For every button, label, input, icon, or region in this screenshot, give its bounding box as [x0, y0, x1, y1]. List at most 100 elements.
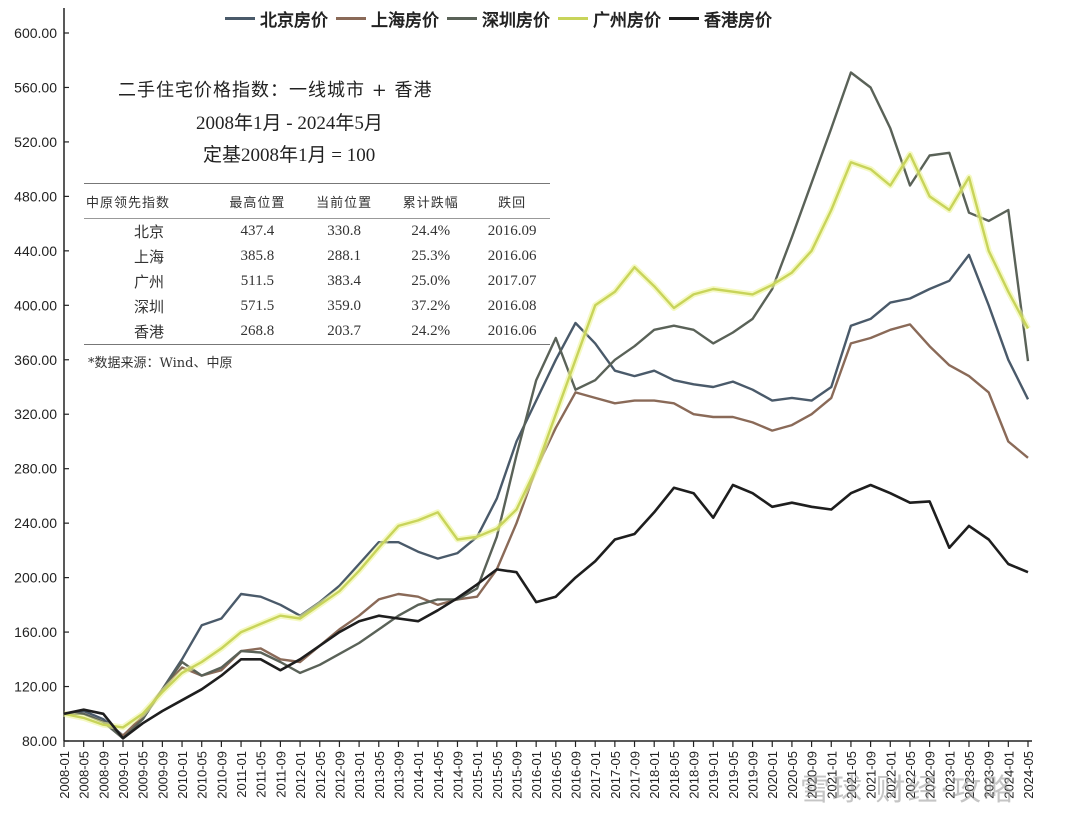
x-tick-label: 2013-05: [372, 751, 387, 799]
x-tick-label: 2021-09: [864, 751, 879, 799]
table-cell: 25.0%: [411, 273, 451, 289]
legend-item-guangzhou[interactable]: 广州房价: [558, 6, 661, 31]
x-tick-label: 2013-09: [391, 751, 406, 799]
legend-label: 香港房价: [704, 11, 772, 31]
y-tick-label: 520.00: [14, 134, 57, 150]
table-cell: 330.8: [327, 223, 361, 239]
x-tick-label: 2023-05: [962, 751, 977, 799]
series-line-3: [63, 152, 1030, 729]
x-tick-label: 2024-01: [1001, 751, 1016, 799]
series-lines: [63, 71, 1031, 740]
x-tick-label: 2015-05: [490, 751, 505, 799]
table-cell: 288.1: [327, 248, 361, 264]
table-header: 累计跌幅: [387, 183, 475, 219]
table-cell: 北京: [134, 225, 165, 241]
table-cell: 385.8: [240, 248, 275, 264]
source-note: *数据来源：Wind、中原: [88, 356, 233, 371]
x-tick-label: 2022-05: [903, 751, 918, 799]
y-tick-label: 400.00: [14, 297, 57, 313]
y-tick-label: 120.00: [14, 679, 57, 695]
x-tick-label: 2011-05: [254, 751, 269, 798]
x-axis: 2008-01 2008-05 2008-09 2009-01 2009-05 2009-…: [57, 740, 1036, 799]
series-line-2: [64, 71, 1030, 740]
x-tick-label: 2017-01: [588, 751, 603, 799]
legend-label: 深圳房价: [482, 11, 550, 31]
info-box-period: 2008年1月 - 2024年5月: [196, 113, 383, 134]
table-row: 深圳 571.5 359.0 37.2% 2016.08: [84, 294, 550, 319]
x-tick-label: 2010-09: [214, 751, 229, 799]
x-tick-label: 2023-09: [982, 751, 997, 799]
legend-swatch: [336, 17, 366, 20]
x-tick-label: 2022-01: [883, 751, 898, 799]
watermark: 雪球 财经·攻略: [800, 773, 1016, 808]
table-header: 最高位置: [214, 183, 301, 219]
x-tick-label: 2019-05: [726, 751, 741, 799]
table-cell: 25.3%: [411, 248, 451, 264]
x-tick-label: 2011-09: [273, 751, 288, 798]
table-cell: 24.2%: [387, 319, 475, 345]
table-cell: 359.0: [327, 298, 361, 314]
x-tick-label: 2011-01: [234, 751, 249, 798]
table-cell: 437.4: [240, 223, 275, 239]
x-tick-label: 2021-01: [824, 751, 839, 799]
table-cell: 37.2%: [411, 298, 451, 314]
x-tick-label: 2008-05: [77, 751, 92, 799]
y-tick-label: 600.00: [14, 25, 57, 41]
legend-item-beijing[interactable]: 北京房价: [225, 6, 328, 31]
y-axis: 80.00 120.00 160.00 200.00 240.00 280.00 320.0…: [14, 8, 69, 749]
x-tick-label: 2020-09: [805, 751, 820, 799]
series-line-0: [63, 253, 1030, 737]
legend-swatch: [669, 17, 699, 20]
x-tick-label: 2017-09: [628, 751, 643, 799]
y-tick-label: 280.00: [14, 461, 57, 477]
series-line-4: [63, 483, 1029, 740]
x-tick-label: 2010-05: [195, 751, 210, 799]
table-cell: 2016.06: [474, 319, 550, 345]
table-cell: 203.7: [300, 319, 388, 345]
legend-item-shanghai[interactable]: 上海房价: [336, 6, 439, 31]
table-cell: 2016.08: [487, 298, 537, 314]
table-row: 北京 437.4 330.8 24.4% 2016.09: [84, 219, 550, 245]
info-box-title: 二手住宅价格指数：一线城市 + 香港: [118, 80, 433, 101]
table-cell: 2016.09: [487, 223, 537, 239]
x-tick-label: 2010-01: [175, 751, 190, 799]
table-header-row: 中原领先指数 最高位置 当前位置 累计跌幅 跌回: [84, 183, 550, 219]
legend-item-shenzhen[interactable]: 深圳房价: [447, 6, 550, 31]
y-tick-label: 160.00: [14, 624, 57, 640]
table-cell: 广州: [134, 275, 165, 291]
table-row: 香港 268.8 203.7 24.2% 2016.06: [84, 319, 550, 345]
table-cell: 571.5: [240, 298, 275, 314]
y-tick-label: 200.00: [14, 570, 57, 586]
legend-label: 广州房价: [593, 11, 661, 31]
table-cell: 深圳: [134, 300, 165, 316]
x-tick-label: 2021-05: [844, 751, 859, 799]
x-tick-label: 2018-01: [647, 751, 662, 799]
x-tick-label: 2020-01: [765, 751, 780, 799]
x-tick-label: 2012-01: [293, 751, 308, 799]
table-cell: 383.4: [327, 273, 361, 289]
table-cell: 上海: [134, 250, 165, 266]
y-tick-label: 440.00: [14, 243, 57, 259]
table-header: 中原领先指数: [84, 183, 215, 219]
y-tick-label: 80.00: [22, 733, 57, 749]
x-tick-label: 2008-09: [96, 751, 111, 799]
y-tick-label: 480.00: [14, 188, 57, 204]
x-tick-label: 2018-09: [687, 751, 702, 799]
x-tick-label: 2022-09: [923, 751, 938, 799]
x-tick-label: 2009-01: [116, 751, 131, 799]
y-tick-label: 240.00: [14, 515, 57, 531]
table-cell: 2017.07: [487, 273, 537, 289]
y-tick-label: 560.00: [14, 79, 57, 95]
summary-table: 中原领先指数 最高位置 当前位置 累计跌幅 跌回 北京 437.4 330.8 …: [84, 183, 550, 345]
x-tick-label: 2019-01: [706, 751, 721, 799]
x-tick-label: 2015-09: [509, 751, 524, 799]
y-tick-label: 360.00: [14, 352, 57, 368]
y-tick-label: 320.00: [14, 406, 57, 422]
x-tick-label: 2024-05: [1021, 751, 1036, 799]
legend-item-hongkong[interactable]: 香港房价: [669, 6, 772, 31]
legend-swatch: [225, 17, 255, 20]
x-tick-label: 2014-01: [411, 751, 426, 799]
x-tick-label: 2017-05: [608, 751, 623, 799]
table-row: 广州 511.5 383.4 25.0% 2017.07: [84, 269, 550, 294]
table-header: 当前位置: [300, 183, 388, 219]
